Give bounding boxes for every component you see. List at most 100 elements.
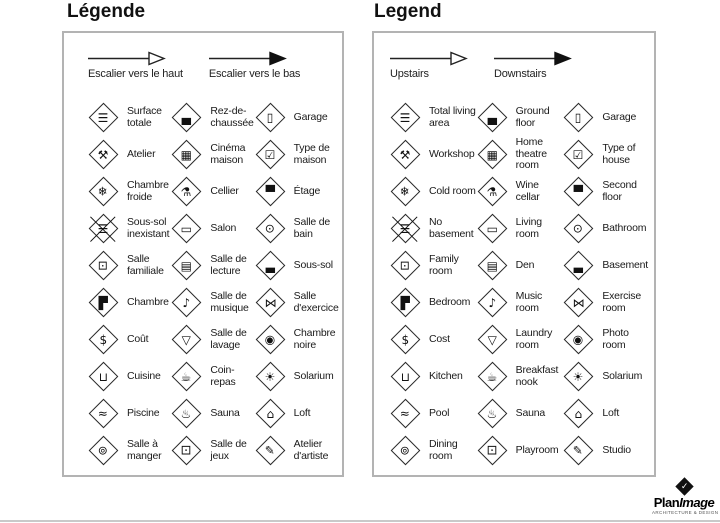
- dining-room-glyph: ⊚: [400, 443, 411, 458]
- kitchen-icon: ⊔: [390, 361, 421, 392]
- legend-item-cost: $ Cost: [390, 321, 477, 358]
- type-of-house-icon: ☑: [563, 139, 594, 170]
- ground-floor-icon: ▄: [477, 102, 508, 133]
- kitchen-glyph: ⊔: [98, 369, 109, 384]
- legend-item-label: Bedroom: [429, 295, 471, 308]
- wine-cellar-icon: ⚗: [477, 176, 508, 207]
- cost-icon: $: [88, 324, 119, 355]
- legend-title-fr: Légende: [67, 1, 146, 22]
- photo-room-icon: ◉: [255, 324, 286, 355]
- legend-item-label: Bathroom: [602, 221, 647, 234]
- legend-item-family-room: ⊡ Family room: [390, 247, 477, 284]
- type-of-house-glyph: ☑: [264, 147, 276, 162]
- legend-item-wine-cellar: ⚗ Cellier: [171, 173, 254, 210]
- living-room-icon: ▭: [171, 213, 202, 244]
- legend-item-label: Living room: [515, 215, 542, 240]
- legend-item-label: Cellier: [210, 184, 239, 197]
- legend-grid: ☰ Total living area ▄ Ground floor ▯ Garage ⚒ W…: [390, 99, 650, 469]
- legend-item-music-room: ♪ Music room: [477, 284, 564, 321]
- basement-glyph: ▃: [265, 258, 275, 273]
- stairs-down-label: Downstairs: [494, 68, 547, 80]
- legend-item-label: Playroom: [515, 443, 559, 456]
- wine-cellar-icon: ⚗: [171, 176, 202, 207]
- bathroom-icon: ⊙: [255, 213, 286, 244]
- legend-item-workshop: ⚒ Atelier: [88, 136, 171, 173]
- legend-item-label: Kitchen: [429, 369, 463, 382]
- laundry-room-glyph: ▽: [182, 332, 192, 347]
- no-basement-icon: ☰: [390, 213, 421, 244]
- logo-plan-text: Plan: [653, 495, 680, 510]
- legend-item-studio: ✎ Atelier d'artiste: [255, 432, 338, 469]
- legend-item-living-room: ▭ Salon: [171, 210, 254, 247]
- legend-item-laundry-room: ▽ Salle de lavage: [171, 321, 254, 358]
- photo-room-icon: ◉: [563, 324, 594, 355]
- legend-item-label: Den: [515, 258, 535, 271]
- legend-item-label: Dining room: [429, 437, 458, 462]
- planimage-logo-tagline: ARCHITECTURE & DESIGN: [652, 510, 719, 515]
- bedroom-icon: ▛: [390, 287, 421, 318]
- stairs-down-arrow-icon: [494, 51, 572, 66]
- legend-item-label: Surface totale: [127, 104, 162, 129]
- exercise-room-glyph: ⋈: [572, 295, 585, 310]
- music-room-icon: ♪: [171, 287, 202, 318]
- legend-item-label: Chambre noire: [293, 326, 336, 351]
- legend-item-label: Sous-sol: [293, 258, 333, 271]
- legend-item-bathroom: ⊙ Bathroom: [563, 210, 650, 247]
- legend-item-label: Loft: [293, 406, 311, 419]
- legend-item-label: Pool: [429, 406, 450, 419]
- logo-image-text: Image: [679, 495, 715, 510]
- legend-item-exercise-room: ⋈ Salle d'exercice: [255, 284, 339, 321]
- basement-icon: ▃: [563, 250, 594, 281]
- legend-item-no-basement: ☰ No basement: [390, 210, 477, 247]
- legend-item-garage: ▯ Garage: [563, 99, 650, 136]
- legend-item-label: Salle de bain: [293, 215, 331, 240]
- garage-glyph: ▯: [266, 110, 274, 125]
- legend-item-label: Photo room: [602, 326, 629, 351]
- cold-room-icon: ❄: [390, 176, 421, 207]
- kitchen-glyph: ⊔: [400, 369, 411, 384]
- legend-item-label: Atelier d'artiste: [293, 437, 329, 462]
- cold-room-icon: ❄: [88, 176, 119, 207]
- legend-item-label: Laundry room: [515, 326, 553, 351]
- cost-icon: $: [390, 324, 421, 355]
- stairs-up-label: Upstairs: [390, 68, 429, 80]
- legend-item-home-theatre: ▦ Cinéma maison: [171, 136, 254, 173]
- legend-item-photo-room: ◉ Chambre noire: [255, 321, 338, 358]
- ground-floor-glyph: ▄: [182, 110, 192, 125]
- family-room-glyph: ⊡: [98, 258, 109, 273]
- workshop-glyph: ⚒: [98, 147, 109, 162]
- legend-item-label: Solarium: [293, 369, 334, 382]
- dining-room-icon: ⊚: [88, 435, 119, 466]
- bathroom-icon: ⊙: [563, 213, 594, 244]
- legend-item-kitchen: ⊔ Cuisine: [88, 358, 171, 395]
- legend-item-second-floor: ▀ Second floor: [563, 173, 650, 210]
- family-room-glyph: ⊡: [400, 258, 411, 273]
- legend-item-total-living-area: ☰ Surface totale: [88, 99, 171, 136]
- legend-item-label: Chambre: [127, 295, 169, 308]
- legend-item-no-basement: ☰ Sous-sol inexistant: [88, 210, 171, 247]
- studio-glyph: ✎: [573, 443, 584, 458]
- family-room-icon: ⊡: [88, 250, 119, 281]
- living-room-glyph: ▭: [486, 221, 498, 236]
- family-room-icon: ⊡: [390, 250, 421, 281]
- home-theatre-icon: ▦: [477, 139, 508, 170]
- second-floor-glyph: ▀: [265, 184, 275, 199]
- legend-item-music-room: ♪ Salle de musique: [171, 284, 254, 321]
- legend-item-bedroom: ▛ Bedroom: [390, 284, 477, 321]
- bathroom-glyph: ⊙: [265, 221, 276, 236]
- legend-item-total-living-area: ☰ Total living area: [390, 99, 477, 136]
- wine-cellar-glyph: ⚗: [486, 184, 498, 199]
- legend-item-exercise-room: ⋈ Exercise room: [563, 284, 650, 321]
- legend-item-label: Étage: [293, 184, 321, 197]
- solarium-glyph: ☀: [573, 369, 585, 384]
- legend-item-label: Chambre froide: [127, 178, 169, 203]
- solarium-icon: ☀: [255, 361, 286, 392]
- legend-item-label: Second floor: [602, 178, 637, 203]
- legend-item-label: Solarium: [602, 369, 643, 382]
- legend-item-label: Salle de lavage: [210, 326, 247, 351]
- solarium-icon: ☀: [563, 361, 594, 392]
- legend-item-label: Garage: [293, 110, 328, 123]
- planimage-logo: ✓ PlanImage ARCHITECTURE & DESIGN: [652, 477, 719, 515]
- workshop-icon: ⚒: [390, 139, 421, 170]
- wine-cellar-glyph: ⚗: [181, 184, 193, 199]
